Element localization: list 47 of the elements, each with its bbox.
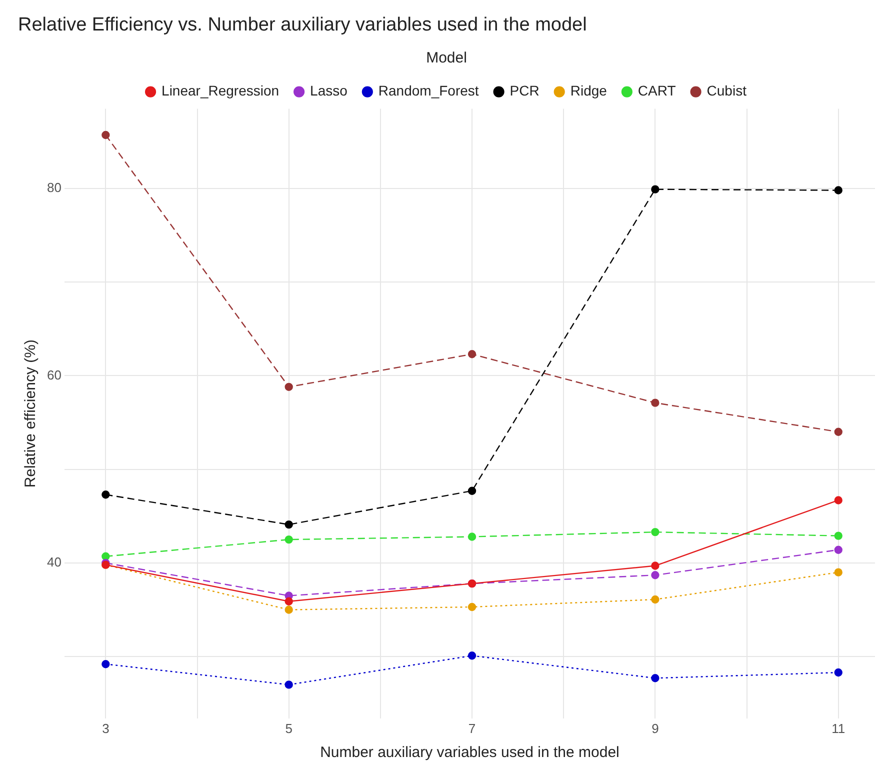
y-tick-label: 60: [46, 367, 62, 382]
x-tick-label: 9: [652, 720, 659, 736]
chart-title: Relative Efficiency vs. Number auxiliary variables used in the model: [18, 14, 587, 36]
point: [834, 668, 842, 677]
point: [284, 535, 293, 544]
point: [102, 130, 110, 140]
legend-label: Linear_Regression: [162, 82, 280, 99]
legend-label: PCR: [510, 82, 540, 99]
y-tick-label: 40: [46, 554, 62, 570]
point: [834, 532, 842, 540]
point: [651, 398, 660, 407]
point: [102, 660, 110, 668]
point: [468, 602, 476, 612]
point: [102, 490, 110, 499]
point: [651, 562, 660, 570]
point: [834, 186, 842, 194]
point: [468, 652, 476, 660]
x-tick-label: 3: [102, 720, 110, 736]
point: [284, 680, 293, 689]
point: [834, 568, 842, 576]
point: [651, 595, 660, 604]
point: [651, 571, 660, 580]
legend-label: Cubist: [706, 82, 747, 99]
point: [468, 532, 476, 541]
legend-title: Model: [426, 49, 467, 66]
point: [284, 520, 293, 529]
y-tick-label: 80: [46, 180, 62, 195]
y-axis-title: Relative efficiency (%): [22, 340, 40, 488]
point: [834, 546, 842, 554]
legend-label: CART: [638, 82, 676, 99]
point: [651, 185, 660, 194]
x-axis-title: Number auxiliary variables used in the model: [320, 744, 620, 762]
point: [284, 382, 293, 392]
legend-label: Random_Forest: [378, 82, 479, 99]
point: [651, 674, 660, 682]
point: [651, 528, 660, 536]
point: [468, 350, 476, 358]
point: [834, 496, 842, 504]
point: [284, 606, 293, 614]
point: [284, 597, 293, 606]
point: [468, 486, 476, 495]
x-tick-label: 5: [285, 720, 292, 736]
x-tick-label: 11: [832, 720, 846, 736]
x-tick-label: 7: [468, 720, 476, 736]
point: [834, 428, 842, 436]
legend-label: Ridge: [570, 82, 608, 99]
legend-label: Lasso: [310, 82, 348, 99]
